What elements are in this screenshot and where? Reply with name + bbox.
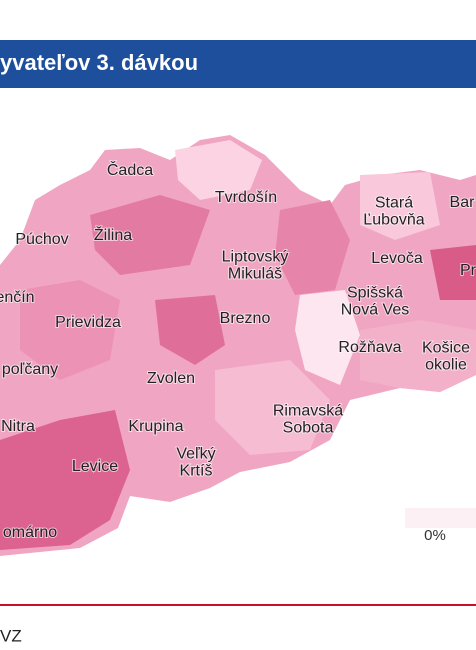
district-label: Rožňava	[338, 339, 401, 356]
region	[90, 195, 210, 275]
map	[0, 135, 476, 556]
district-label: Stará	[375, 195, 413, 212]
district-label: Nová Ves	[341, 302, 409, 319]
district-label: Brezno	[220, 310, 271, 327]
district-label: Liptovský	[222, 249, 289, 266]
district-label: Rimavská	[273, 403, 343, 420]
district-label: Krupina	[128, 418, 183, 435]
district-label: enčín	[0, 289, 35, 306]
region	[0, 410, 130, 550]
header-title: yvateľov 3. dávkou	[0, 50, 198, 75]
region	[275, 200, 350, 295]
district-label: omárno	[3, 524, 57, 541]
region	[360, 172, 440, 240]
district-label: Tvrdošín	[215, 189, 277, 206]
region	[215, 360, 330, 455]
region	[175, 140, 262, 200]
district-label: Nitra	[1, 418, 35, 435]
district-label: Žilina	[94, 225, 132, 244]
legend-bar	[405, 508, 476, 528]
footer-source: VZ	[0, 626, 22, 645]
region	[295, 290, 360, 385]
district-label: Pr	[460, 262, 476, 279]
district-label: Čadca	[107, 160, 153, 179]
region	[155, 295, 225, 365]
district-label: Púchov	[15, 231, 68, 248]
region	[360, 320, 476, 392]
header-bar	[0, 40, 476, 88]
district-label: Košice	[422, 340, 470, 357]
district-label: poľčany	[2, 361, 58, 378]
region	[20, 280, 120, 380]
district-label: Veľký	[176, 446, 215, 463]
district-label: Ľubovňa	[363, 212, 424, 229]
region	[430, 245, 476, 300]
district-label: okolie	[425, 357, 467, 374]
district-label: Levice	[72, 458, 118, 475]
legend-min-label: 0%	[424, 527, 446, 544]
district-label: Sobota	[283, 420, 334, 437]
district-label: Levoča	[371, 250, 423, 267]
district-label: Mikuláš	[228, 266, 282, 283]
district-label: Prievidza	[55, 314, 121, 331]
district-label: Spišská	[347, 285, 403, 302]
district-label: Krtíš	[180, 463, 213, 480]
district-label: Bar	[450, 194, 476, 211]
district-label: Zvolen	[147, 370, 195, 387]
